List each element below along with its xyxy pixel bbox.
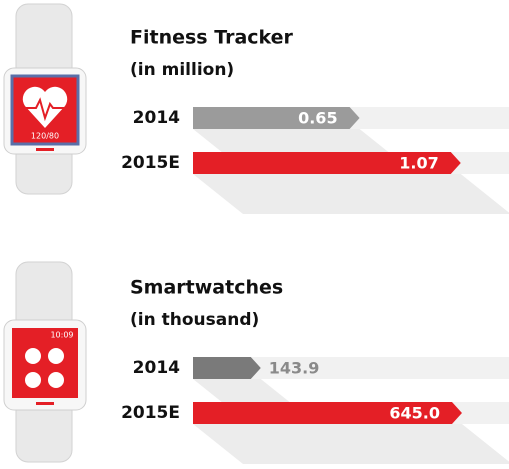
chart-title: Fitness Tracker — [130, 27, 294, 49]
category-label: 2014 — [133, 358, 180, 378]
category-label: 2015E — [121, 153, 180, 173]
chart-subtitle: (in thousand) — [130, 310, 259, 330]
category-label: 2014 — [133, 108, 180, 128]
value-label: 0.65 — [298, 109, 337, 128]
fitness-watch-icon: 120/80 — [4, 4, 86, 194]
infographic: 120/80 10:09 Fitness Tracker (in million)… — [0, 0, 509, 469]
bar-shadow — [193, 174, 509, 214]
value-label: 1.07 — [399, 154, 438, 173]
value-label: 645.0 — [389, 404, 440, 423]
smartwatch-icon: 10:09 — [4, 262, 86, 462]
category-label: 2015E — [121, 403, 180, 423]
bar-shadow — [193, 424, 509, 464]
bar — [193, 357, 261, 379]
chart-subtitle: (in million) — [130, 60, 234, 80]
value-label: 143.9 — [269, 359, 320, 378]
heart-reading: 120/80 — [31, 132, 59, 141]
clock-time: 10:09 — [50, 331, 73, 340]
chart-title: Smartwatches — [130, 277, 283, 299]
